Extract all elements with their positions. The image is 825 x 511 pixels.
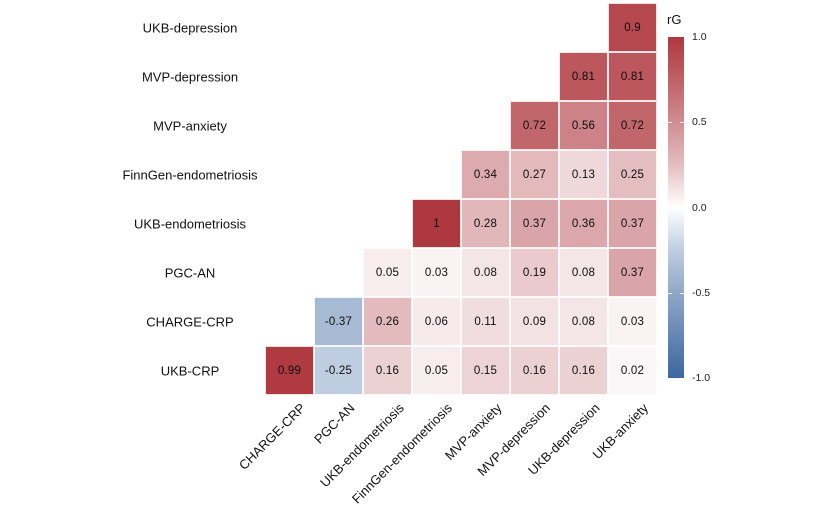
heatmap-cell: 0.16 — [510, 346, 559, 395]
cell-value: 0.26 — [375, 315, 400, 328]
heatmap-cell: 0.05 — [412, 346, 461, 395]
heatmap-cell: 0.06 — [412, 297, 461, 346]
cell-value: 0.05 — [424, 364, 449, 377]
heatmap-cell: 0.08 — [559, 248, 608, 297]
cell-value: 0.99 — [277, 364, 302, 377]
cell-value: 0.37 — [620, 217, 645, 230]
heatmap-cell: 0.03 — [608, 297, 657, 346]
cell-value: 0.36 — [571, 217, 596, 230]
legend-tick-mark — [668, 122, 672, 124]
row-label: CHARGE-CRP — [146, 314, 234, 329]
heatmap-cell: 0.72 — [608, 101, 657, 150]
heatmap-cell: 0.19 — [510, 248, 559, 297]
legend-tick-label: -0.5 — [692, 286, 711, 299]
heatmap-cell: 0.16 — [363, 346, 412, 395]
heatmap-cell: 0.11 — [461, 297, 510, 346]
heatmap-cell: 0.27 — [510, 150, 559, 199]
legend-tick-label: 0.0 — [692, 201, 707, 214]
row-label: FinnGen-endometriosis — [122, 167, 258, 182]
cell-value: 0.03 — [424, 266, 449, 279]
cell-value: 0.81 — [571, 70, 596, 83]
cell-value: 0.13 — [571, 168, 596, 181]
legend-tick-label: 0.5 — [692, 116, 707, 129]
cell-value: -0.37 — [324, 315, 353, 328]
cell-value: 0.06 — [424, 315, 449, 328]
cell-value: 0.02 — [620, 364, 645, 377]
cell-value: 0.9 — [624, 21, 641, 34]
row-label: MVP-depression — [141, 69, 239, 84]
row-label: UKB-depression — [142, 20, 238, 35]
cell-value: 0.11 — [474, 315, 497, 328]
heatmap-cell: 0.16 — [559, 346, 608, 395]
heatmap-cell: 0.26 — [363, 297, 412, 346]
column-label: FinnGen-endometriosis — [349, 400, 456, 507]
row-label: UKB-endometriosis — [134, 216, 246, 231]
heatmap-cell: 0.72 — [510, 101, 559, 150]
cell-value: 0.16 — [571, 364, 596, 377]
heatmap-cell: 0.05 — [363, 248, 412, 297]
heatmap-cell: 0.56 — [559, 101, 608, 150]
cell-value: 0.28 — [473, 217, 498, 230]
legend-tick-mark — [680, 207, 684, 209]
column-label: CHARGE-CRP — [235, 400, 309, 473]
heatmap-cell: 0.99 — [265, 346, 314, 395]
legend-tick-mark — [668, 207, 672, 209]
legend-title: rG — [667, 12, 682, 27]
heatmap-cell: 0.36 — [559, 199, 608, 248]
cell-value: 0.27 — [522, 168, 547, 181]
cell-value: 0.08 — [473, 266, 498, 279]
cell-value: 1 — [433, 217, 440, 230]
cell-value: 0.56 — [571, 119, 596, 132]
heatmap-cell: 1 — [412, 199, 461, 248]
heatmap-cell: 0.81 — [559, 52, 608, 101]
cell-value: 0.16 — [522, 364, 547, 377]
column-label: PGC-AN — [311, 400, 358, 447]
heatmap-cell: 0.28 — [461, 199, 510, 248]
heatmap-cell: 0.9 — [608, 3, 657, 52]
heatmap-cell: 0.09 — [510, 297, 559, 346]
heatmap-cell: -0.25 — [314, 346, 363, 395]
cell-value: 0.81 — [620, 70, 645, 83]
cell-value: 0.72 — [620, 119, 645, 132]
cell-value: 0.19 — [522, 266, 547, 279]
heatmap-cell: 0.37 — [608, 248, 657, 297]
cell-value: 0.08 — [571, 315, 596, 328]
column-label: UKB-endometriosis — [316, 400, 407, 491]
cell-value: 0.37 — [522, 217, 547, 230]
heatmap-cell: 0.03 — [412, 248, 461, 297]
legend-tick-mark — [680, 122, 684, 124]
heatmap-cell: 0.13 — [559, 150, 608, 199]
heatmap-cell: 0.02 — [608, 346, 657, 395]
cell-value: 0.09 — [522, 315, 547, 328]
heatmap-cell: 0.37 — [510, 199, 559, 248]
heatmap-cell: 0.37 — [608, 199, 657, 248]
row-label: PGC-AN — [164, 265, 216, 280]
cell-value: 0.34 — [473, 168, 498, 181]
legend-tick-mark — [668, 292, 672, 294]
cell-value: 0.72 — [522, 119, 547, 132]
cell-value: 0.08 — [571, 266, 596, 279]
cell-value: 0.05 — [375, 266, 400, 279]
heatmap-cell: 0.25 — [608, 150, 657, 199]
heatmap-cell: 0.08 — [559, 297, 608, 346]
cell-value: 0.15 — [473, 364, 498, 377]
cell-value: -0.25 — [324, 364, 353, 377]
cell-value: 0.03 — [620, 315, 645, 328]
legend-tick-label: 1.0 — [692, 31, 707, 43]
cell-value: 0.25 — [620, 168, 645, 181]
row-label: MVP-anxiety — [153, 118, 227, 133]
heatmap-cell: 0.34 — [461, 150, 510, 199]
heatmap-cell: 0.81 — [608, 52, 657, 101]
heatmap-cell: -0.37 — [314, 297, 363, 346]
cell-value: 0.16 — [375, 364, 400, 377]
heatmap-cell: 0.15 — [461, 346, 510, 395]
heatmap-cell: 0.08 — [461, 248, 510, 297]
row-label: UKB-CRP — [160, 363, 220, 378]
cell-value: 0.37 — [620, 266, 645, 279]
legend-tick-mark — [680, 292, 684, 294]
legend-tick-label: -1.0 — [692, 372, 711, 384]
